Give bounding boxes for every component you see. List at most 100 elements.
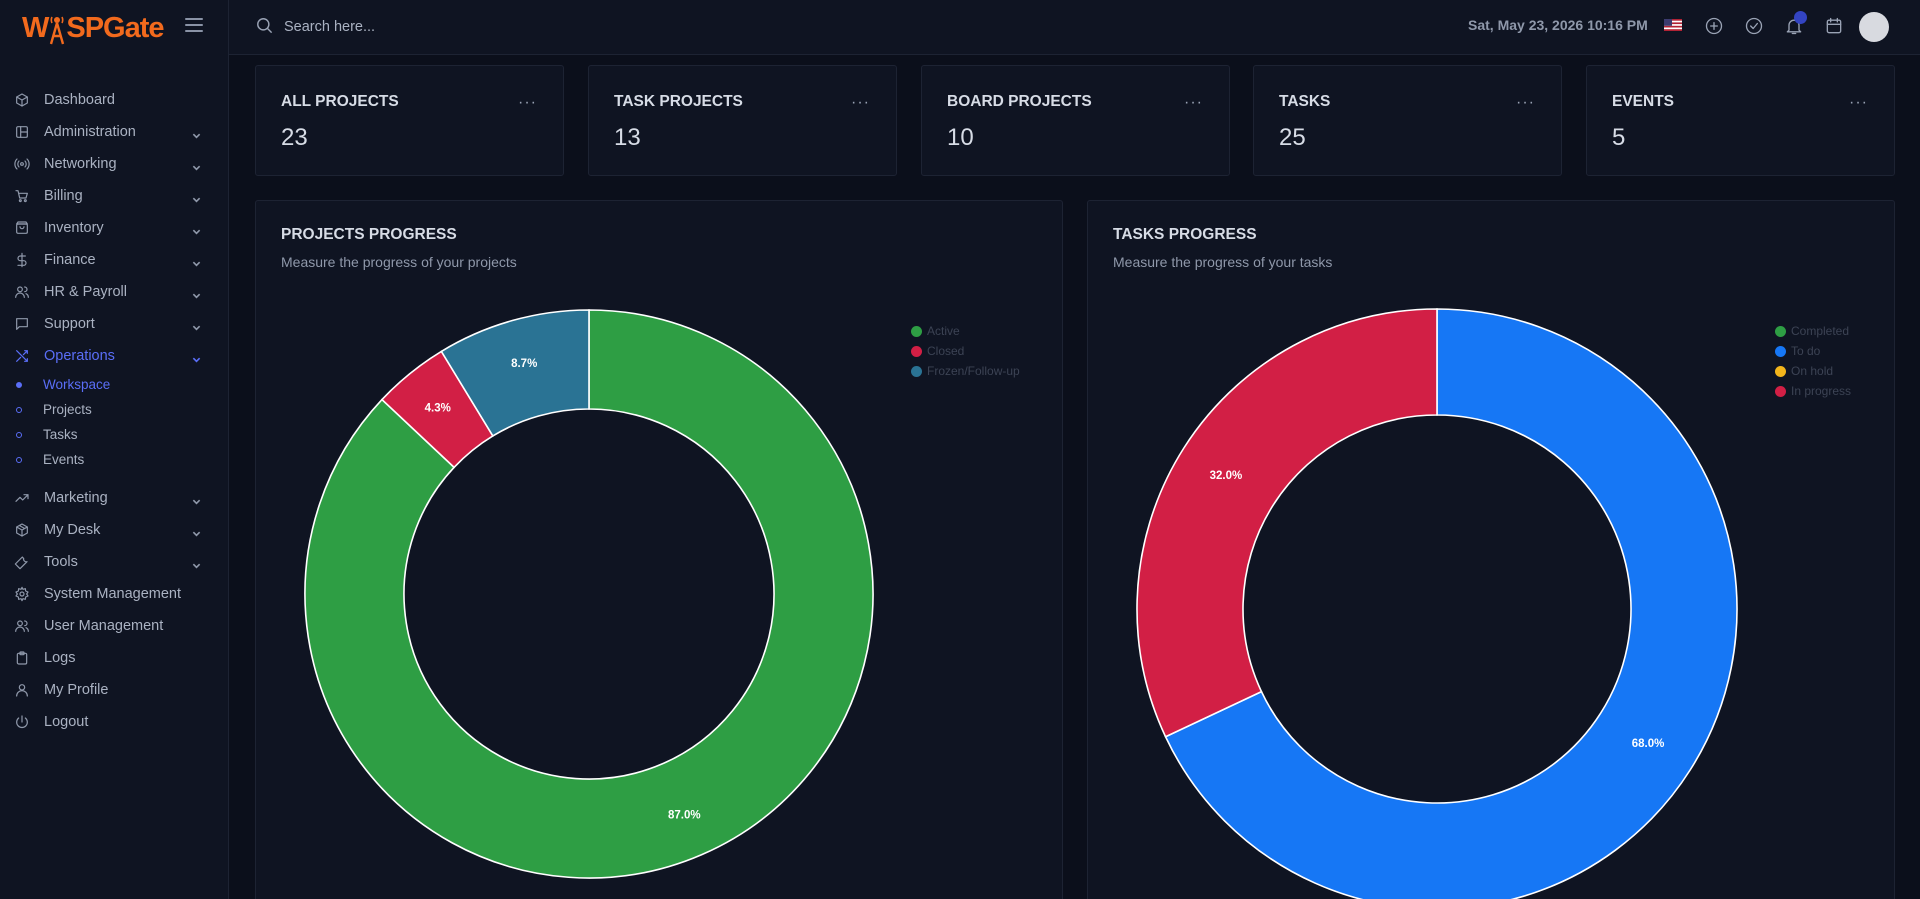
- chart-legend: Completed To do On hold In progress: [1775, 321, 1851, 401]
- stat-value: 25: [1279, 124, 1306, 151]
- stat-title: TASKS: [1279, 93, 1331, 110]
- chevron-down-icon[interactable]: [192, 320, 201, 331]
- topbar: Sat, May 23, 2026 10:16 PM: [229, 0, 1920, 55]
- brand-logo-text: SPGate: [66, 11, 164, 44]
- plus-circle-icon[interactable]: [1704, 16, 1724, 36]
- sidebar-item-billing[interactable]: Billing: [0, 180, 228, 212]
- dollar-icon: [14, 252, 30, 268]
- more-options-icon[interactable]: ···: [851, 94, 870, 111]
- bell-icon[interactable]: [1784, 11, 1807, 36]
- sidebar-item-logout[interactable]: Logout: [0, 706, 228, 738]
- sidebar-item-logs[interactable]: Logs: [0, 642, 228, 674]
- projects-doughnut-chart: 87.0% 4.3% 8.7%: [304, 309, 874, 879]
- chat-icon: [14, 316, 30, 332]
- chevron-down-icon[interactable]: [192, 494, 201, 505]
- stat-value: 10: [947, 124, 974, 151]
- search-icon[interactable]: [255, 16, 274, 35]
- legend-swatch: [911, 365, 922, 377]
- stat-card-all-projects: ALL PROJECTS 23 ···: [255, 65, 564, 176]
- sidebar-nav: Dashboard Administration Networking Billing…: [0, 84, 228, 372]
- users-icon: [14, 618, 30, 634]
- sidebar-item-inventory[interactable]: Inventory: [0, 212, 228, 244]
- sidebar-item-label: Logout: [44, 714, 89, 730]
- chart-data-label: 32.0%: [1210, 470, 1243, 482]
- users-icon: [14, 284, 30, 300]
- stat-card-tasks: TASKS 25 ···: [1253, 65, 1562, 176]
- chevron-down-icon[interactable]: [192, 288, 201, 299]
- chevron-down-icon[interactable]: [192, 256, 201, 267]
- chevron-down-icon[interactable]: [192, 352, 201, 363]
- chevron-down-icon[interactable]: [192, 558, 201, 569]
- legend-label: Frozen/Follow-up: [927, 364, 1020, 378]
- legend-item[interactable]: Closed: [911, 341, 1020, 361]
- sidebar-item-user-management[interactable]: User Management: [0, 610, 228, 642]
- us-flag-icon[interactable]: [1664, 19, 1682, 31]
- sidebar-item-marketing[interactable]: Marketing: [0, 482, 228, 514]
- legend-label: On hold: [1791, 364, 1834, 378]
- stat-title: EVENTS: [1612, 93, 1675, 110]
- chevron-down-icon[interactable]: [192, 160, 201, 171]
- submenu-item-events[interactable]: Events: [0, 447, 228, 472]
- more-options-icon[interactable]: ···: [1516, 94, 1535, 111]
- more-options-icon[interactable]: ···: [1184, 94, 1203, 111]
- sidebar-item-networking[interactable]: Networking: [0, 148, 228, 180]
- submenu-item-label: Events: [43, 452, 85, 467]
- legend-item[interactable]: To do: [1775, 341, 1851, 361]
- sidebar-item-finance[interactable]: Finance: [0, 244, 228, 276]
- chevron-down-icon[interactable]: [192, 224, 201, 235]
- bullet-icon: [16, 431, 22, 438]
- sidebar-item-support[interactable]: Support: [0, 308, 228, 340]
- legend-item[interactable]: Active: [911, 321, 1020, 341]
- more-options-icon[interactable]: ···: [518, 94, 537, 111]
- stat-value: 5: [1612, 124, 1626, 151]
- notification-badge: [1794, 11, 1807, 24]
- submenu-item-tasks[interactable]: Tasks: [0, 422, 228, 447]
- more-options-icon[interactable]: ···: [1849, 94, 1868, 111]
- legend-item[interactable]: Completed: [1775, 321, 1851, 341]
- user-icon: [14, 682, 30, 698]
- sidebar-item-tools[interactable]: Tools: [0, 546, 228, 578]
- chart-slice-frozen-follow-up[interactable]: [440, 309, 590, 438]
- box-icon: [14, 522, 30, 538]
- legend-swatch: [1775, 325, 1786, 337]
- chevron-down-icon[interactable]: [192, 192, 201, 203]
- search-input[interactable]: [284, 14, 644, 40]
- legend-swatch: [1775, 345, 1786, 357]
- menu-toggle-icon[interactable]: [185, 18, 203, 33]
- sidebar-item-operations[interactable]: Operations: [0, 340, 228, 372]
- avatar[interactable]: [1859, 12, 1889, 42]
- legend-item[interactable]: In progress: [1775, 381, 1851, 401]
- check-circle-icon[interactable]: [1744, 16, 1764, 36]
- sidebar-item-label: HR & Payroll: [44, 284, 127, 300]
- sidebar-item-my-profile[interactable]: My Profile: [0, 674, 228, 706]
- sidebar-item-label: Support: [44, 316, 95, 332]
- legend-label: In progress: [1791, 384, 1852, 398]
- chart-slice-to-do[interactable]: [1164, 308, 1738, 899]
- tasks-doughnut-chart: 68.0% 32.0%: [1136, 308, 1738, 899]
- stat-value: 13: [614, 124, 641, 151]
- sidebar-item-dashboard[interactable]: Dashboard: [0, 84, 228, 116]
- chart-slice-active[interactable]: [304, 309, 874, 879]
- sidebar-item-my-desk[interactable]: My Desk: [0, 514, 228, 546]
- panel-title: TASKS PROGRESS: [1113, 226, 1257, 243]
- legend-item[interactable]: Frozen/Follow-up: [911, 361, 1020, 381]
- sidebar-item-system-management[interactable]: System Management: [0, 578, 228, 610]
- stat-card-board-projects: BOARD PROJECTS 10 ···: [921, 65, 1230, 176]
- chevron-down-icon[interactable]: [192, 128, 201, 139]
- sidebar-item-label: Marketing: [44, 490, 108, 506]
- chart-slice-in-progress[interactable]: [1136, 308, 1438, 738]
- sidebar-item-hr-payroll[interactable]: HR & Payroll: [0, 276, 228, 308]
- legend-label: Active: [927, 324, 960, 338]
- sidebar-item-label: Networking: [44, 156, 117, 172]
- calendar-icon[interactable]: [1824, 16, 1844, 36]
- chevron-down-icon[interactable]: [192, 526, 201, 537]
- submenu-item-label: Projects: [43, 402, 92, 417]
- sidebar-item-administration[interactable]: Administration: [0, 116, 228, 148]
- submenu-item-workspace[interactable]: Workspace: [0, 372, 228, 397]
- submenu-item-projects[interactable]: Projects: [0, 397, 228, 422]
- projects-progress-panel: PROJECTS PROGRESS Measure the progress o…: [255, 200, 1063, 899]
- sidebar: W SPGate Dashboard Administration Networki…: [0, 0, 229, 899]
- brand-logo[interactable]: W SPGate: [22, 11, 165, 45]
- bullet-icon: [16, 456, 22, 463]
- legend-item[interactable]: On hold: [1775, 361, 1851, 381]
